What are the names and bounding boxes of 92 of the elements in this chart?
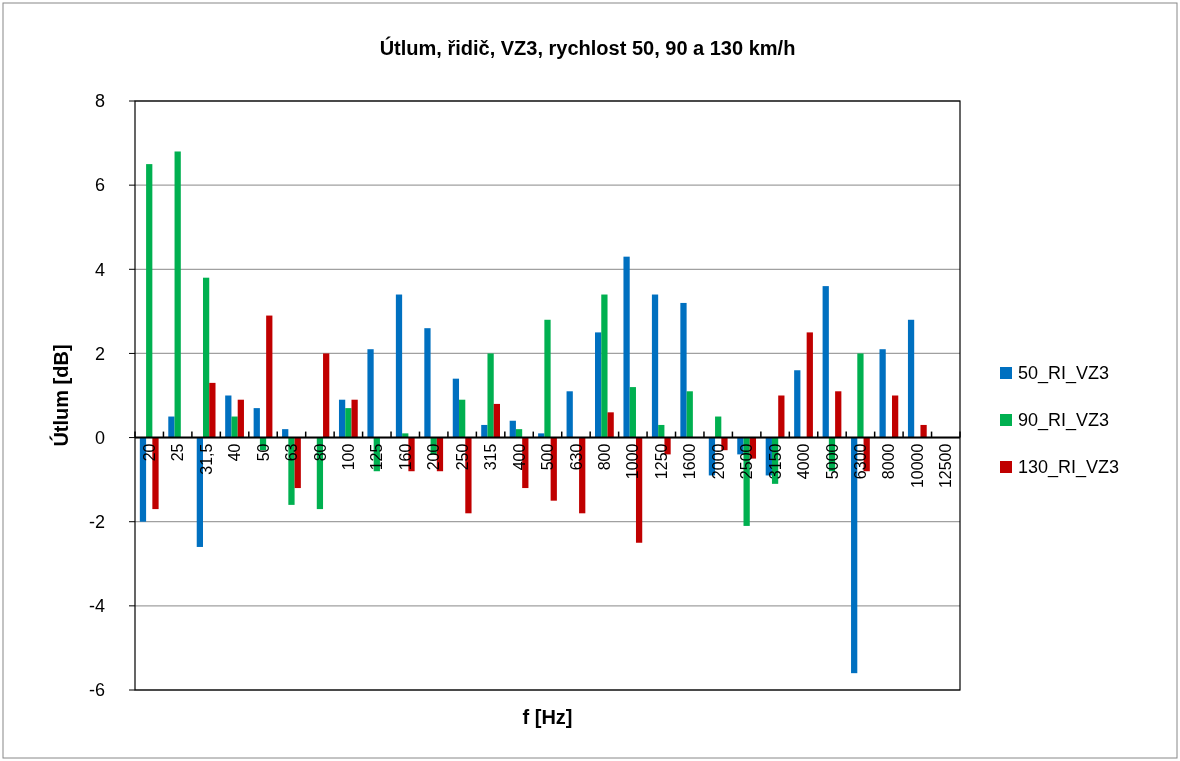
x-tick-label: 100: [339, 443, 357, 471]
x-tick-label: 125: [368, 443, 386, 471]
bar: [395, 294, 403, 438]
x-tick-label: 1000: [624, 443, 642, 480]
bar: [225, 395, 232, 438]
x-axis-title: f [Hz]: [522, 706, 573, 728]
bar: [266, 315, 273, 438]
x-tick-label: 80: [311, 443, 329, 462]
x-tick-label: 31,5: [197, 443, 215, 475]
bar: [237, 399, 244, 438]
bar: [629, 387, 636, 438]
bar: [680, 302, 687, 438]
bar: [481, 424, 488, 438]
bar: [146, 164, 153, 438]
x-tick-label: 10000: [908, 443, 926, 489]
y-tick-label: 0: [94, 427, 105, 448]
bar: [367, 349, 374, 438]
x-tick-label: 8000: [880, 443, 898, 480]
bar: [452, 378, 460, 438]
bar: [323, 353, 330, 438]
bar: [282, 429, 289, 438]
bar: [607, 412, 614, 438]
bar: [658, 424, 665, 438]
bar: [338, 399, 346, 438]
bar: [806, 332, 813, 438]
x-tick-label: 1600: [681, 443, 699, 480]
bar: [168, 416, 175, 438]
bar: [778, 395, 785, 438]
bar: [515, 429, 523, 438]
bar: [253, 408, 260, 438]
x-tick-label: 500: [539, 443, 557, 471]
x-tick-label: 200: [425, 443, 443, 471]
bar: [209, 382, 216, 438]
x-tick-label: 400: [510, 443, 528, 471]
bar: [822, 286, 829, 438]
y-tick-label: -4: [88, 596, 105, 617]
x-tick-label: 315: [482, 443, 500, 471]
bar: [402, 433, 409, 438]
bar: [351, 399, 358, 438]
bar: [493, 403, 500, 438]
bar: [566, 391, 573, 438]
x-tick-label: 4000: [795, 443, 813, 480]
bar: [424, 328, 431, 438]
y-axis-title: Útlum [dB]: [49, 344, 72, 447]
x-tick-label: 800: [596, 443, 613, 471]
legend-label: 50_RI_VZ3: [1018, 363, 1110, 385]
bar: [538, 433, 545, 438]
bar: [544, 319, 551, 438]
y-tick-label: 2: [94, 343, 105, 364]
x-tick-label: 630: [567, 443, 585, 471]
bar: [651, 294, 659, 438]
x-tick-label: 40: [226, 443, 244, 462]
x-tick-label: 50: [254, 443, 272, 462]
bar: [794, 370, 801, 438]
bar: [174, 151, 181, 438]
y-tick-label: -2: [88, 512, 105, 533]
bar: [907, 319, 915, 438]
x-tick-label: 3150: [766, 443, 784, 480]
legend-label: 90_RI_VZ3: [1018, 410, 1110, 432]
bar: [345, 408, 352, 438]
bar: [202, 277, 210, 438]
chart-title: Útlum, řidič, VZ3, rychlost 50, 90 a 130 km/h: [379, 36, 796, 59]
bar: [879, 349, 886, 438]
x-tick-label: 6300: [852, 443, 870, 480]
bar: [595, 332, 602, 438]
bar: [231, 416, 238, 438]
bar: [892, 395, 899, 438]
bar: [686, 391, 693, 438]
x-tick-label: 25: [169, 443, 187, 462]
bar: [509, 420, 516, 438]
y-tick-label: 6: [94, 175, 105, 196]
x-tick-label: 1250: [652, 443, 670, 480]
legend-label: 130_RI_VZ3: [1018, 457, 1120, 479]
x-tick-label: 250: [453, 443, 471, 471]
bar: [715, 416, 722, 438]
y-tick-label: 8: [94, 91, 105, 112]
y-tick-label: -6: [88, 680, 105, 701]
bar: [487, 353, 494, 438]
y-tick-label: 4: [94, 259, 105, 280]
x-tick-label: 2000: [709, 443, 727, 480]
bar: [459, 399, 466, 438]
x-tick-label: 12500: [937, 443, 955, 489]
bar: [623, 256, 630, 438]
bar: [920, 424, 927, 438]
bar: [835, 391, 842, 438]
bar: [601, 294, 608, 438]
bar: [857, 353, 864, 438]
x-tick-label: 63: [283, 443, 301, 462]
x-tick-label: 160: [396, 443, 414, 471]
x-tick-label: 5000: [823, 443, 841, 480]
x-tick-label: 20: [140, 443, 158, 462]
x-tick-label: 2500: [738, 443, 756, 480]
